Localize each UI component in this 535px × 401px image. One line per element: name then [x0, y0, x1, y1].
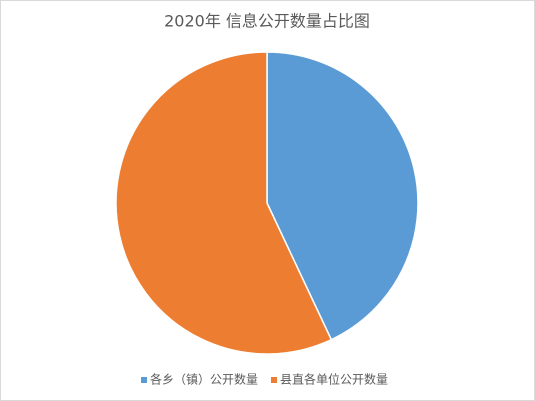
chart-title: 2020年 信息公开数量占比图	[164, 12, 370, 31]
pie-slice	[266, 51, 419, 341]
legend-label: 县直各单位公开数量	[280, 372, 388, 387]
legend-label: 各乡（镇）公开数量	[150, 372, 258, 387]
legend-swatch	[141, 377, 147, 383]
pie-slice	[115, 51, 333, 355]
legend-swatch	[271, 377, 277, 383]
